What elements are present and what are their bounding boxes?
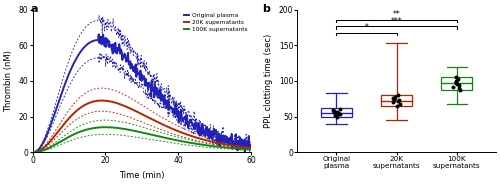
- Point: [453, 82, 461, 85]
- Point: [456, 88, 464, 91]
- Point: [334, 115, 342, 118]
- X-axis label: Time (min): Time (min): [119, 171, 164, 180]
- Text: **: **: [392, 10, 400, 20]
- Bar: [441, 77, 472, 89]
- Point: [454, 87, 462, 90]
- Point: [390, 98, 398, 101]
- Point: [336, 112, 344, 115]
- Point: [394, 94, 402, 97]
- Point: [455, 83, 463, 86]
- Text: b: b: [262, 4, 270, 14]
- Point: [388, 97, 396, 100]
- Point: [334, 112, 342, 114]
- Text: a: a: [30, 4, 38, 14]
- Point: [450, 85, 458, 88]
- Y-axis label: Thrombin (nM): Thrombin (nM): [4, 50, 13, 112]
- Point: [334, 111, 342, 114]
- Point: [330, 110, 338, 113]
- Point: [394, 99, 402, 102]
- Point: [390, 101, 398, 104]
- Point: [330, 109, 338, 112]
- Legend: Original plasma, 20K supernatants, 100K supernatants: Original plasma, 20K supernatants, 100K …: [182, 11, 250, 34]
- Point: [334, 113, 342, 116]
- Point: [393, 104, 401, 107]
- Bar: [321, 108, 352, 116]
- Point: [391, 95, 399, 98]
- Point: [454, 77, 462, 80]
- Point: [452, 82, 460, 85]
- Text: ***: ***: [391, 17, 402, 26]
- Point: [452, 76, 460, 79]
- Text: *: *: [364, 23, 368, 32]
- Point: [390, 97, 398, 100]
- Point: [452, 81, 460, 84]
- Point: [452, 79, 460, 82]
- Point: [328, 109, 336, 112]
- Y-axis label: PPL clotting time (sec): PPL clotting time (sec): [264, 34, 273, 128]
- Point: [394, 99, 402, 102]
- Bar: [381, 95, 412, 106]
- Point: [396, 102, 404, 105]
- Point: [332, 114, 340, 117]
- Point: [336, 108, 344, 111]
